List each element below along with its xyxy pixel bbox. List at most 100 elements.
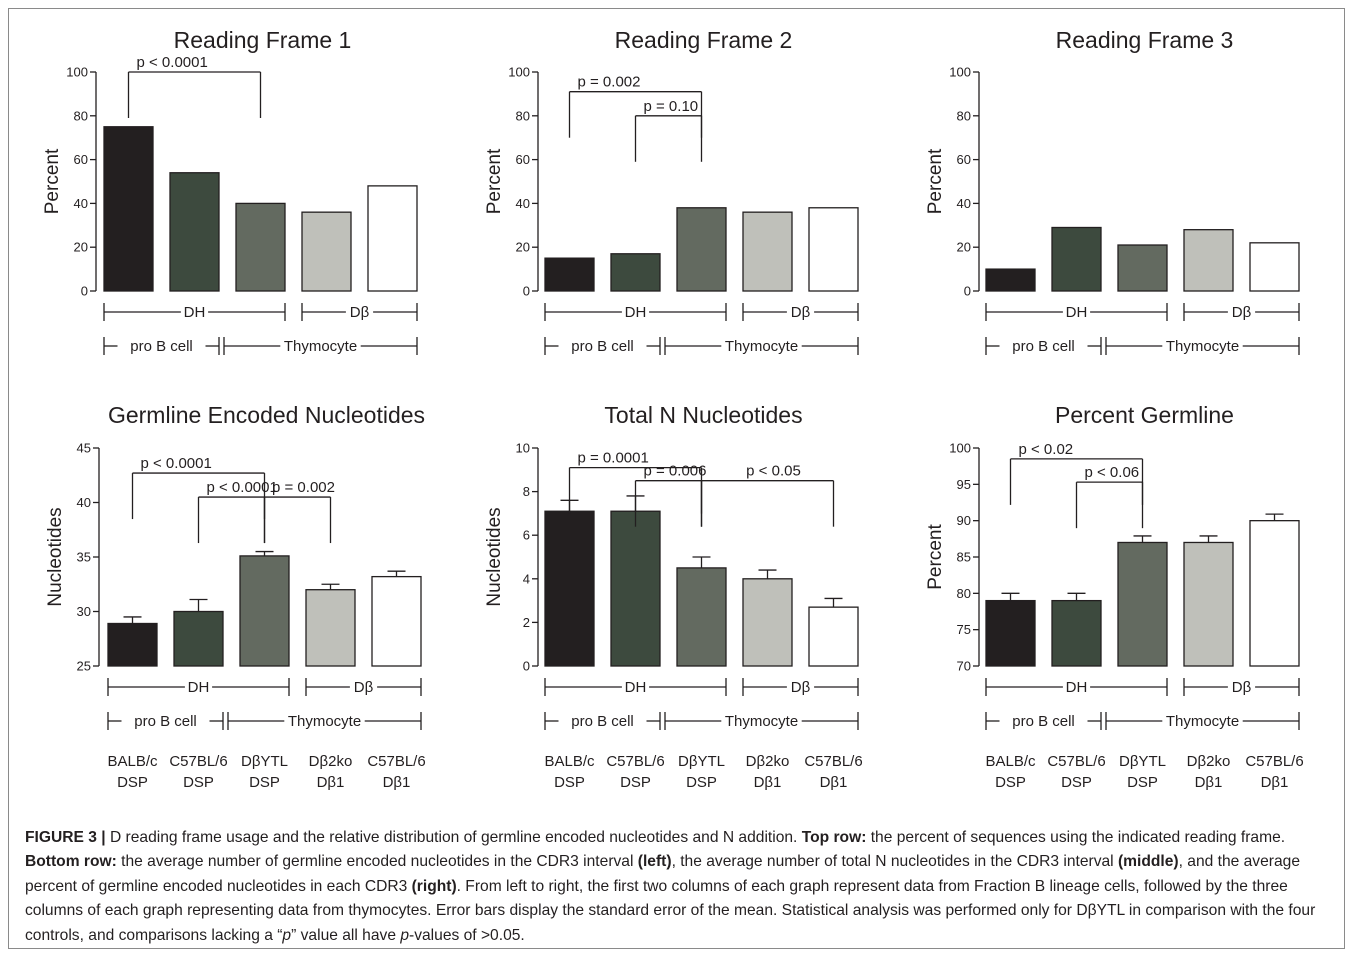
y-tick-label: 4 [523, 571, 530, 586]
x-category-label: DSP [554, 774, 585, 791]
x-category-label: DSP [1061, 774, 1092, 791]
caption-bottom-row-label: Bottom row: [25, 853, 117, 871]
p-value-label: p = 0.006 [644, 463, 707, 480]
dh-group-label: DH [188, 679, 210, 696]
x-category-label: DSP [249, 774, 280, 791]
y-tick-label: 35 [77, 550, 91, 565]
y-tick-label: 75 [957, 622, 971, 637]
bar [610, 253, 661, 292]
bar [1183, 229, 1234, 292]
p-value-label: p < 0.0001 [207, 479, 278, 496]
p-value-label: p = 0.10 [644, 98, 699, 115]
y-tick-label: 45 [77, 441, 91, 456]
y-tick-label: 10 [516, 441, 530, 456]
x-category-label: BALB/c [985, 753, 1036, 770]
figure-frame [8, 8, 1345, 949]
bar [1051, 226, 1102, 292]
dbeta-group-label: Dβ [791, 679, 811, 696]
p-value-label: p = 0.002 [578, 74, 641, 91]
y-tick-label: 100 [949, 65, 971, 80]
x-category-label: DSP [1127, 774, 1158, 791]
y-tick-label: 60 [516, 152, 530, 167]
y-tick-label: 6 [523, 528, 530, 543]
y-tick-label: 0 [964, 284, 971, 299]
caption-right-label: (right) [411, 877, 457, 895]
p-value-label: p < 0.0001 [141, 455, 212, 472]
caption-figure-label: FIGURE 3 | [25, 829, 106, 846]
thymocyte-group-label: Thymocyte [288, 713, 361, 730]
y-tick-label: 0 [523, 659, 530, 674]
bar [808, 207, 859, 292]
bar [544, 257, 595, 292]
x-category-label: C57BL/6 [804, 753, 862, 770]
bar [544, 510, 595, 667]
y-tick-label: 80 [957, 586, 971, 601]
caption-p-italic: p [282, 926, 292, 944]
caption-left-label: (left) [637, 853, 672, 871]
thymocyte-group-label: Thymocyte [1166, 713, 1239, 730]
x-category-label: Dβ1 [317, 774, 345, 791]
x-category-label: C57BL/6 [606, 753, 664, 770]
pro-b-cell-group-label: pro B cell [134, 713, 197, 730]
bar [371, 575, 422, 667]
p-value-label: p = 0.0001 [578, 450, 649, 467]
y-axis-label: Percent [484, 148, 505, 214]
y-tick-label: 40 [74, 196, 88, 211]
bar [235, 202, 286, 292]
x-category-label: Dβ1 [820, 774, 848, 791]
x-category-label: DβYTL [241, 753, 288, 770]
y-tick-label: 20 [74, 240, 88, 255]
caption-bottom-row-text-3: , and the average percent of germline en… [25, 853, 1300, 895]
caption-intro: D reading frame usage and the relative d… [105, 829, 802, 846]
bar [169, 172, 220, 292]
thymocyte-group-label: Thymocyte [725, 713, 798, 730]
dbeta-group-label: Dβ [350, 304, 370, 321]
chart-title: Reading Frame 2 [615, 27, 793, 53]
y-tick-label: 20 [516, 240, 530, 255]
pro-b-cell-group-label: pro B cell [130, 338, 193, 355]
y-tick-label: 80 [957, 108, 971, 123]
y-tick-label: 30 [77, 604, 91, 619]
x-category-label: C57BL/6 [169, 753, 227, 770]
y-axis-label: Percent [925, 524, 946, 590]
bar [173, 610, 224, 667]
x-category-label: BALB/c [107, 753, 158, 770]
p-value-label: p < 0.05 [746, 463, 801, 480]
x-category-label: DSP [686, 774, 717, 791]
dbeta-group-label: Dβ [791, 304, 811, 321]
chart-panel-2: Reading Frame 2 0 20 40 60 80 100 Percent p = 0.… [484, 27, 859, 355]
caption-rest-3: -values of >0.05. [409, 926, 525, 944]
y-tick-label: 95 [957, 477, 971, 492]
p-value-label: p = 0.002 [272, 479, 335, 496]
x-category-label: DSP [620, 774, 651, 791]
caption-top-row-text: the percent of sequences using the indic… [866, 829, 1286, 846]
y-tick-label: 20 [957, 240, 971, 255]
bar [239, 555, 290, 667]
x-category-label: Dβ2ko [309, 753, 353, 770]
dh-group-label: DH [184, 304, 206, 321]
x-category-label: C57BL/6 [367, 753, 425, 770]
x-category-label: Dβ2ko [746, 753, 790, 770]
bar [1183, 541, 1234, 667]
y-axis-label: Nucleotides [45, 507, 66, 606]
y-tick-label: 80 [516, 108, 530, 123]
bar [1117, 244, 1168, 292]
thymocyte-group-label: Thymocyte [1166, 338, 1239, 355]
caption-p-italic-2: p [400, 926, 410, 944]
bar [1249, 520, 1300, 667]
y-axis-label: Percent [925, 148, 946, 214]
chart-title: Reading Frame 1 [174, 27, 352, 53]
bar [367, 185, 418, 292]
x-category-label: DβYTL [1119, 753, 1166, 770]
y-tick-label: 2 [523, 615, 530, 630]
x-category-label: Dβ2ko [1187, 753, 1231, 770]
p-value-label: p < 0.02 [1019, 441, 1074, 458]
bar [985, 599, 1036, 667]
x-category-label: BALB/c [544, 753, 595, 770]
caption-middle-label: (middle) [1117, 853, 1179, 871]
chart-title: Germline Encoded Nucleotides [108, 402, 425, 428]
bar [1051, 599, 1102, 667]
chart-title: Total N Nucleotides [604, 402, 802, 428]
bar [1117, 541, 1168, 667]
